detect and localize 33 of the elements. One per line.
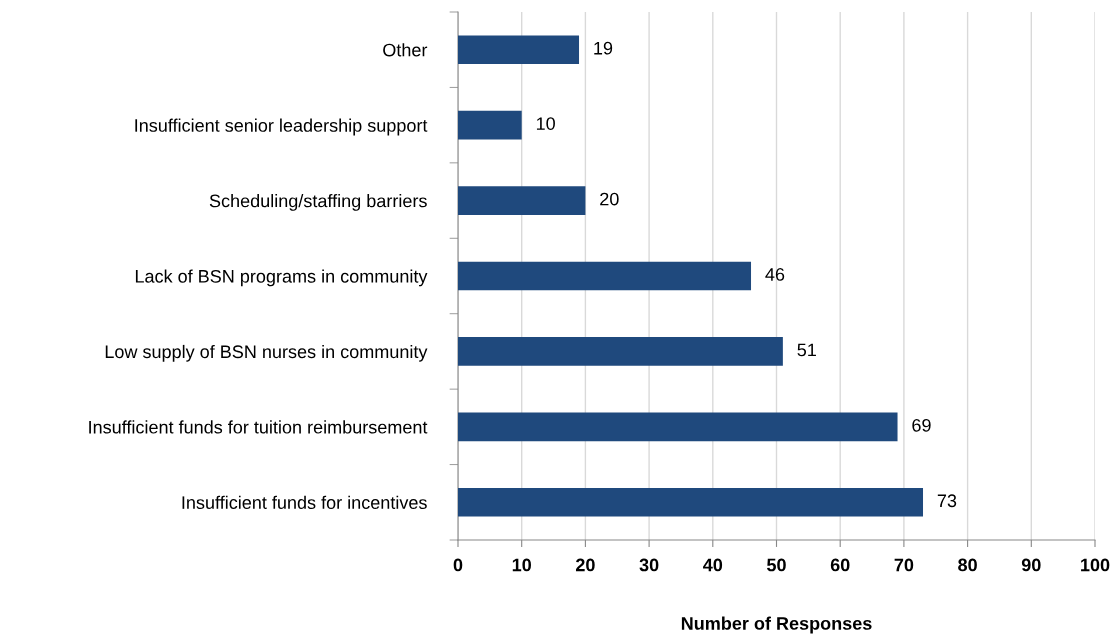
y-tick-label: Insufficient funds for incentives (182, 495, 427, 510)
x-tick-label: 60 (830, 558, 850, 572)
x-tick-label: 0 (453, 558, 463, 572)
y-tick-label: Scheduling/staffing barriers (209, 194, 427, 211)
x-tick-label: 70 (894, 558, 914, 572)
y-tick-label: Other (383, 43, 428, 57)
x-tick-label: 20 (575, 558, 595, 572)
bar (458, 261, 752, 291)
bar (458, 487, 924, 517)
data-label: 10 (536, 117, 555, 130)
bar (458, 337, 783, 366)
data-label: 69 (912, 418, 931, 432)
data-label: 73 (937, 494, 957, 508)
x-tick-label: 100 (1081, 558, 1110, 572)
y-tick-label: Lack of BSN programs in community (135, 269, 428, 287)
x-axis-title: Number of Responses (681, 616, 872, 634)
data-label: 51 (797, 343, 816, 357)
data-label: 19 (594, 41, 613, 55)
bar (458, 110, 522, 140)
bar (458, 412, 898, 442)
data-label: 20 (600, 192, 619, 206)
x-tick-label: 50 (767, 558, 786, 572)
data-label: 46 (765, 268, 785, 281)
x-tick-label: 90 (1021, 558, 1041, 572)
y-tick-label: Insufficient funds for tuition reimbursement (89, 420, 428, 434)
x-tick-label: 40 (703, 558, 723, 572)
bar (458, 35, 580, 65)
x-tick-label: 30 (639, 558, 659, 572)
bar (458, 186, 586, 215)
x-tick-label: 10 (512, 558, 531, 572)
y-tick-label: Insufficient senior leadership support (135, 118, 428, 136)
y-tick-label: Low supply of BSN nurses in community (105, 344, 428, 362)
x-tick-label: 80 (958, 558, 977, 572)
